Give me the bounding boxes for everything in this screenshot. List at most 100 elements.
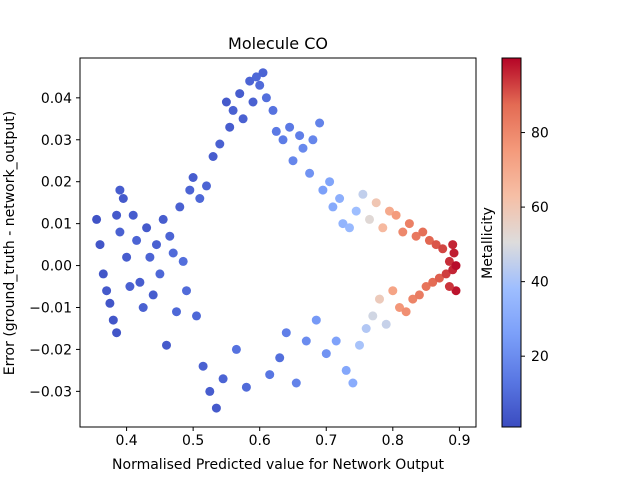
data-point bbox=[228, 105, 238, 115]
data-point bbox=[221, 97, 231, 107]
y-axis: −0.03 −0.02 −0.01 0.00 0.01 0.02 0.03 0.04 bbox=[29, 91, 80, 400]
data-point bbox=[132, 235, 142, 245]
data-point bbox=[428, 277, 438, 287]
data-point bbox=[421, 282, 431, 291]
data-point bbox=[438, 244, 448, 254]
data-point bbox=[271, 126, 281, 136]
data-point bbox=[211, 403, 221, 413]
data-point bbox=[102, 286, 112, 296]
data-point bbox=[335, 194, 345, 203]
data-point bbox=[328, 202, 338, 212]
data-point bbox=[258, 68, 268, 78]
data-point bbox=[305, 168, 315, 178]
data-point bbox=[248, 97, 258, 107]
colorbar-tick-label: 20 bbox=[531, 349, 549, 365]
plot-frame bbox=[79, 57, 477, 428]
data-point bbox=[281, 328, 291, 338]
data-point bbox=[115, 227, 125, 237]
data-point bbox=[92, 214, 102, 224]
data-point bbox=[351, 206, 361, 216]
data-point bbox=[444, 282, 454, 291]
data-point bbox=[135, 277, 145, 287]
data-point bbox=[401, 307, 411, 317]
data-point bbox=[148, 290, 158, 300]
data-point bbox=[391, 210, 401, 220]
y-tick-label: 0.00 bbox=[41, 259, 72, 275]
data-point bbox=[345, 223, 354, 233]
data-point bbox=[385, 206, 394, 216]
data-point bbox=[268, 105, 278, 115]
data-point bbox=[361, 324, 371, 333]
y-tick-label: 0.02 bbox=[41, 175, 72, 191]
data-point bbox=[215, 139, 225, 149]
data-point bbox=[285, 122, 295, 132]
data-point bbox=[165, 231, 175, 241]
data-point bbox=[318, 185, 328, 195]
x-tick-label: 0.4 bbox=[115, 433, 137, 449]
data-point bbox=[451, 261, 461, 271]
data-point bbox=[251, 72, 261, 82]
data-point bbox=[388, 286, 398, 296]
data-point bbox=[358, 189, 368, 199]
data-point bbox=[175, 202, 185, 212]
x-tick-label: 0.8 bbox=[382, 433, 404, 449]
data-point bbox=[355, 340, 364, 350]
data-point bbox=[112, 210, 122, 220]
chart-title: Molecule CO bbox=[228, 34, 328, 53]
data-point bbox=[188, 173, 198, 182]
data-point bbox=[441, 269, 451, 279]
data-point bbox=[338, 219, 348, 229]
data-point bbox=[98, 269, 108, 279]
data-point bbox=[424, 235, 434, 245]
data-point bbox=[261, 93, 271, 103]
data-point bbox=[202, 181, 211, 191]
data-point bbox=[308, 135, 318, 145]
data-point bbox=[368, 311, 378, 321]
data-point bbox=[265, 370, 275, 380]
data-point bbox=[231, 344, 241, 354]
data-point bbox=[381, 319, 391, 329]
data-point bbox=[115, 185, 125, 195]
data-point bbox=[155, 269, 165, 279]
data-point bbox=[108, 315, 118, 325]
y-axis-label: Error (ground_truth - network_output) bbox=[2, 111, 18, 376]
data-point bbox=[168, 248, 178, 258]
data-point bbox=[185, 185, 195, 195]
data-point bbox=[431, 240, 441, 250]
x-axis: 0.4 0.5 0.6 0.7 0.8 0.9 bbox=[115, 427, 470, 449]
data-point bbox=[235, 89, 245, 99]
colorbar-tick-label: 40 bbox=[531, 275, 549, 291]
y-tick-label: −0.02 bbox=[29, 342, 72, 358]
data-point bbox=[118, 194, 128, 203]
data-point bbox=[449, 248, 459, 258]
data-point bbox=[158, 214, 168, 224]
data-point bbox=[275, 353, 285, 363]
data-point bbox=[311, 315, 321, 325]
data-point bbox=[241, 382, 251, 392]
data-point bbox=[395, 303, 404, 312]
colorbar-label: Metallicity bbox=[480, 207, 496, 279]
data-point bbox=[238, 114, 248, 124]
data-point bbox=[288, 156, 298, 166]
data-point bbox=[138, 303, 148, 312]
data-point bbox=[341, 365, 351, 375]
data-point bbox=[321, 349, 331, 359]
data-point bbox=[348, 378, 358, 388]
x-tick-label: 0.7 bbox=[315, 433, 337, 449]
y-tick-label: 0.04 bbox=[41, 91, 72, 107]
data-point bbox=[225, 122, 235, 132]
data-point bbox=[162, 340, 171, 350]
data-point bbox=[444, 256, 454, 266]
data-point bbox=[178, 256, 188, 266]
data-point bbox=[414, 290, 424, 300]
data-point bbox=[291, 378, 301, 388]
y-tick-label: 0.03 bbox=[41, 133, 72, 149]
data-point bbox=[95, 240, 105, 250]
data-point bbox=[404, 219, 414, 229]
colorbar-tick-label: 80 bbox=[531, 126, 549, 142]
x-tick-label: 0.9 bbox=[448, 433, 470, 449]
data-point bbox=[371, 198, 381, 208]
data-point bbox=[122, 252, 132, 262]
data-point bbox=[434, 273, 444, 283]
